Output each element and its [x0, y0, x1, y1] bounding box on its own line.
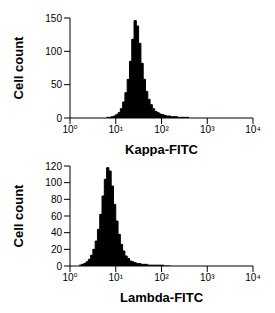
svg-text:20: 20 — [51, 244, 63, 255]
svg-text:Lambda-FITC: Lambda-FITC — [120, 290, 204, 304]
svg-text:0: 0 — [56, 113, 62, 124]
svg-text:100: 100 — [45, 177, 62, 188]
svg-text:10¹: 10¹ — [109, 124, 124, 135]
svg-text:120: 120 — [45, 161, 62, 172]
svg-text:0: 0 — [56, 261, 62, 272]
svg-text:10⁴: 10⁴ — [245, 272, 260, 283]
svg-text:60: 60 — [51, 211, 63, 222]
svg-text:10⁰: 10⁰ — [62, 272, 77, 283]
svg-text:100: 100 — [45, 46, 62, 57]
svg-text:80: 80 — [51, 194, 63, 205]
svg-text:10²: 10² — [154, 272, 169, 283]
svg-text:40: 40 — [51, 227, 63, 238]
svg-text:10⁰: 10⁰ — [62, 124, 77, 135]
svg-text:Cell count: Cell count — [11, 184, 26, 248]
svg-text:10¹: 10¹ — [109, 272, 124, 283]
svg-text:10⁴: 10⁴ — [245, 124, 260, 135]
svg-text:150: 150 — [45, 13, 62, 24]
svg-text:10³: 10³ — [200, 124, 215, 135]
svg-text:Cell count: Cell count — [11, 36, 26, 100]
svg-text:Kappa-FITC: Kappa-FITC — [125, 142, 199, 156]
svg-text:10³: 10³ — [200, 272, 215, 283]
svg-text:10²: 10² — [154, 124, 169, 135]
svg-text:50: 50 — [51, 79, 63, 90]
